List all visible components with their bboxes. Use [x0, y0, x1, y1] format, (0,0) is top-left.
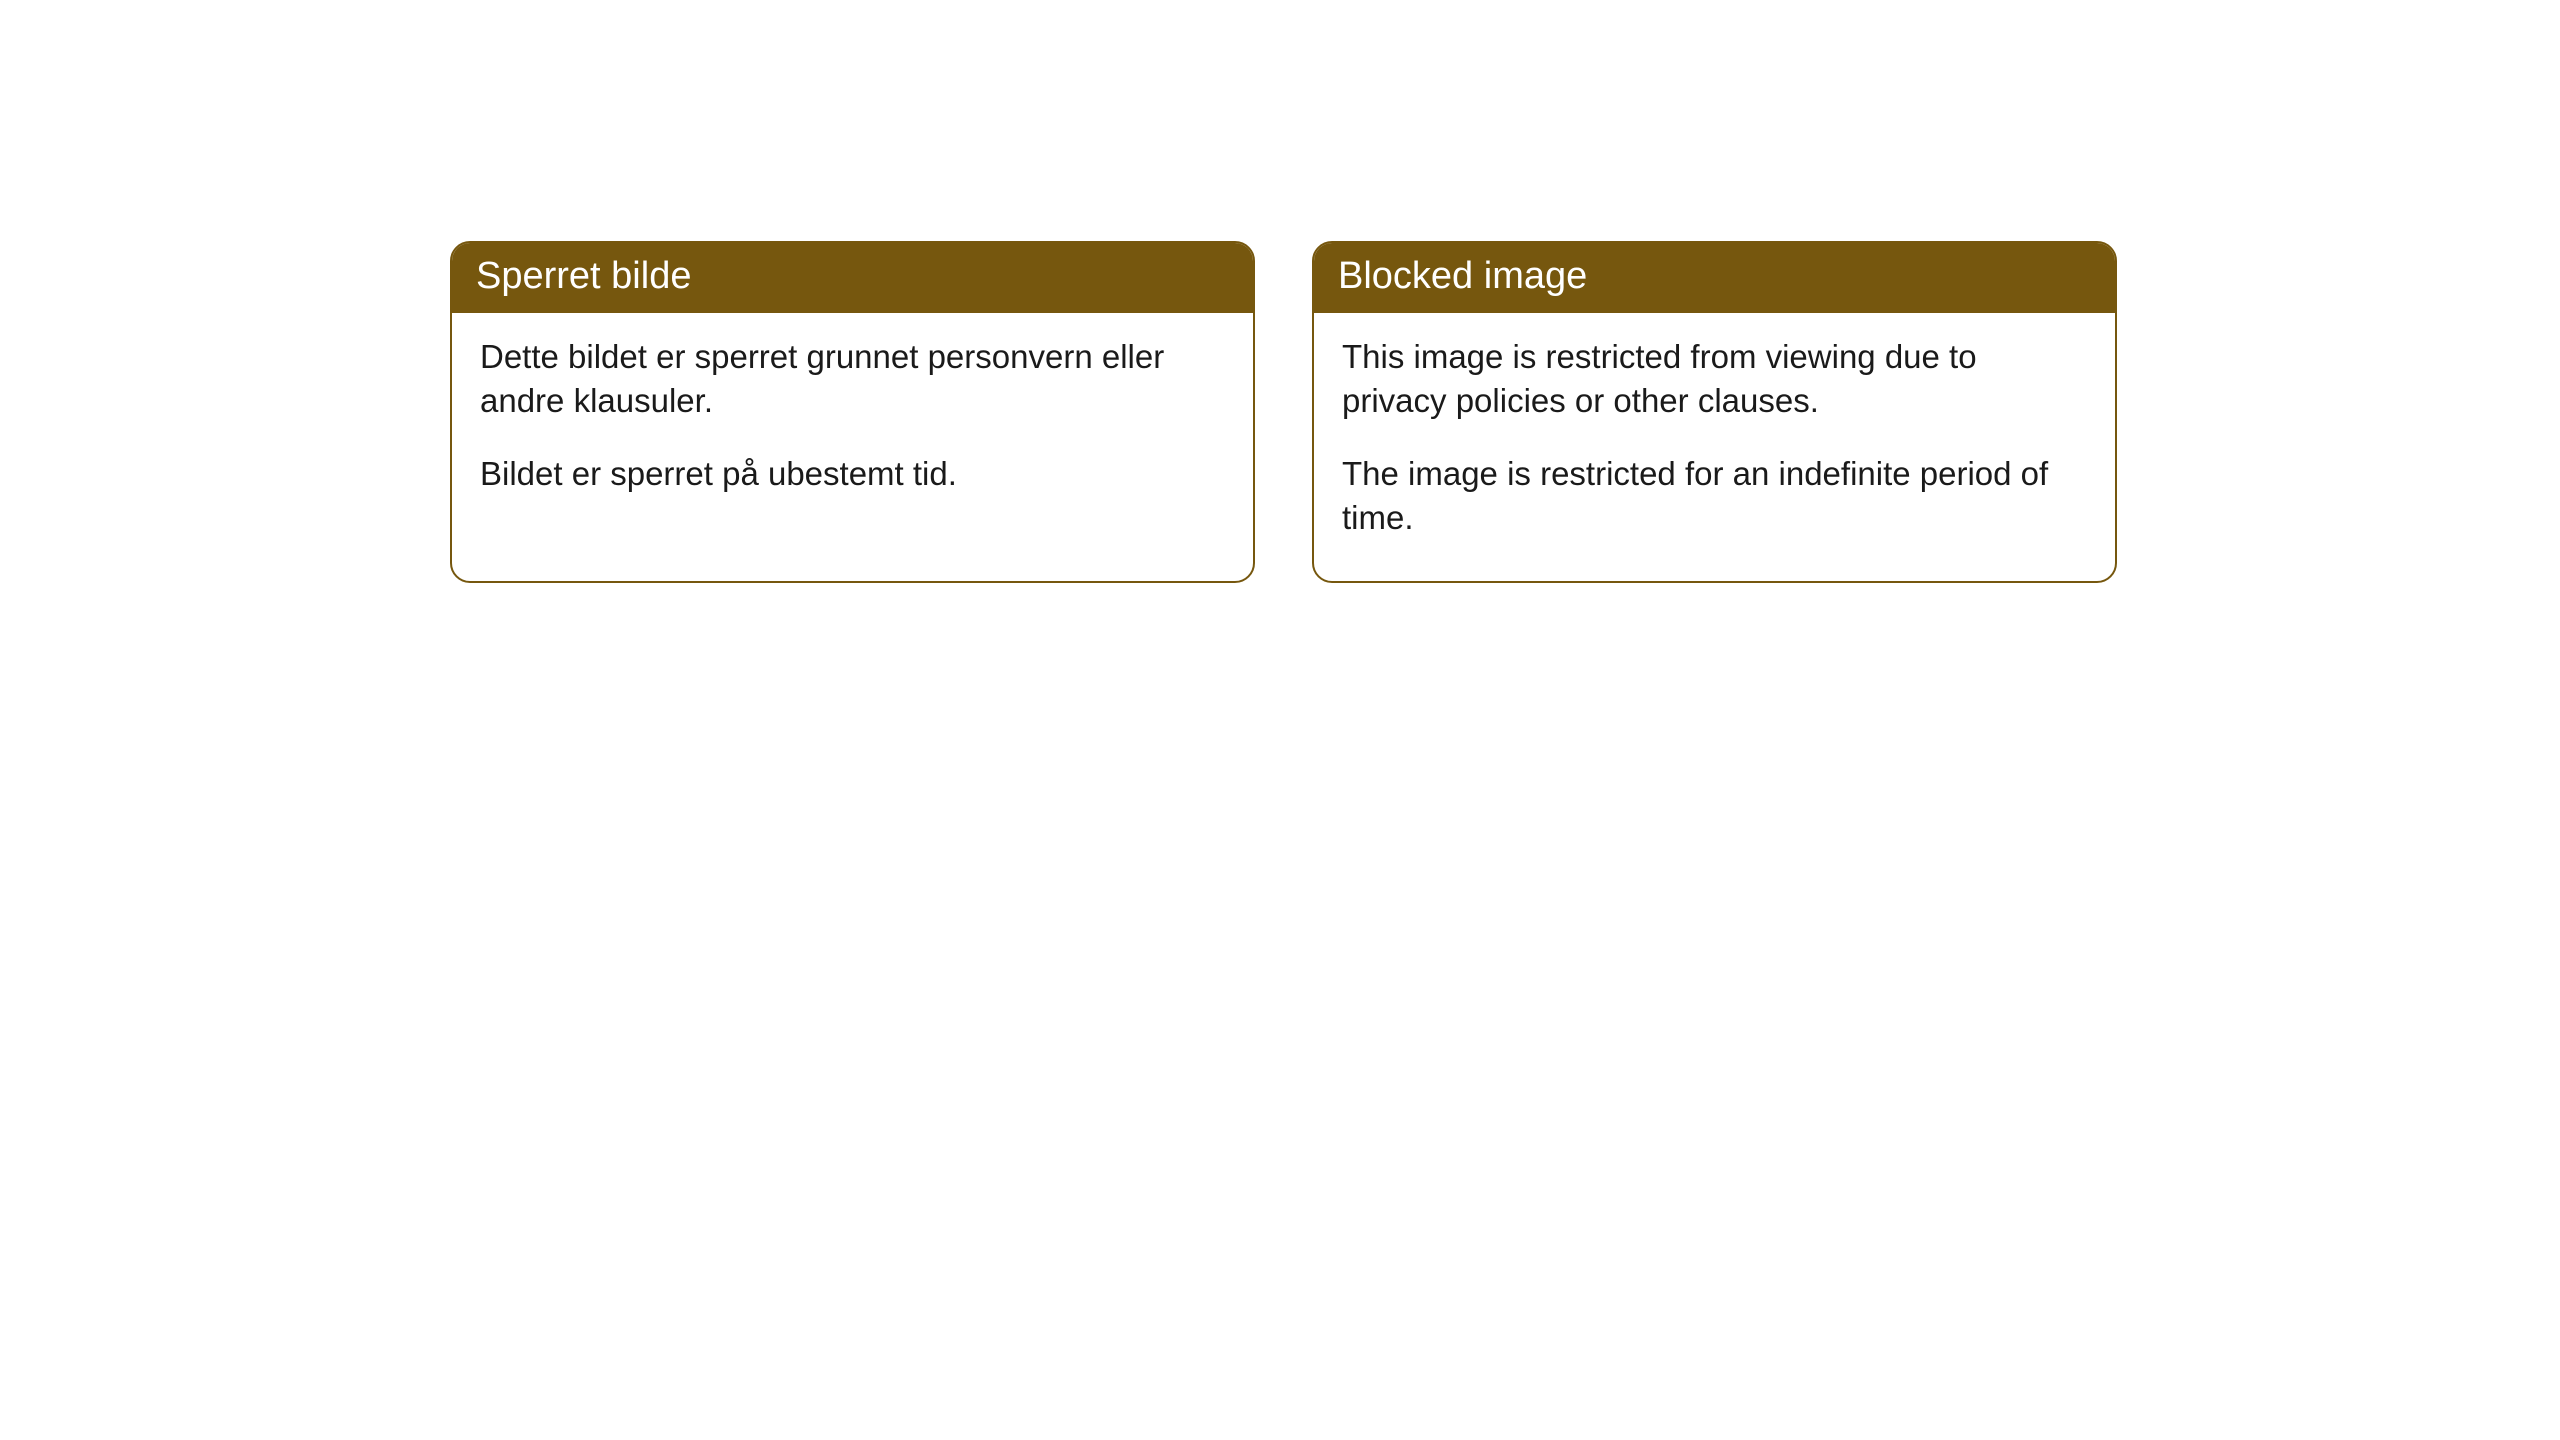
blocked-image-card-english: Blocked image This image is restricted f…	[1312, 241, 2117, 583]
card-paragraph-1: This image is restricted from viewing du…	[1342, 335, 2087, 424]
card-body: Dette bildet er sperret grunnet personve…	[452, 313, 1253, 537]
card-paragraph-1: Dette bildet er sperret grunnet personve…	[480, 335, 1225, 424]
card-header: Sperret bilde	[452, 243, 1253, 313]
blocked-image-card-norwegian: Sperret bilde Dette bildet er sperret gr…	[450, 241, 1255, 583]
card-paragraph-2: The image is restricted for an indefinit…	[1342, 452, 2087, 541]
card-body: This image is restricted from viewing du…	[1314, 313, 2115, 581]
card-title: Sperret bilde	[476, 255, 691, 297]
cards-container: Sperret bilde Dette bildet er sperret gr…	[0, 0, 2560, 583]
card-header: Blocked image	[1314, 243, 2115, 313]
card-title: Blocked image	[1338, 255, 1587, 297]
card-paragraph-2: Bildet er sperret på ubestemt tid.	[480, 452, 1225, 497]
